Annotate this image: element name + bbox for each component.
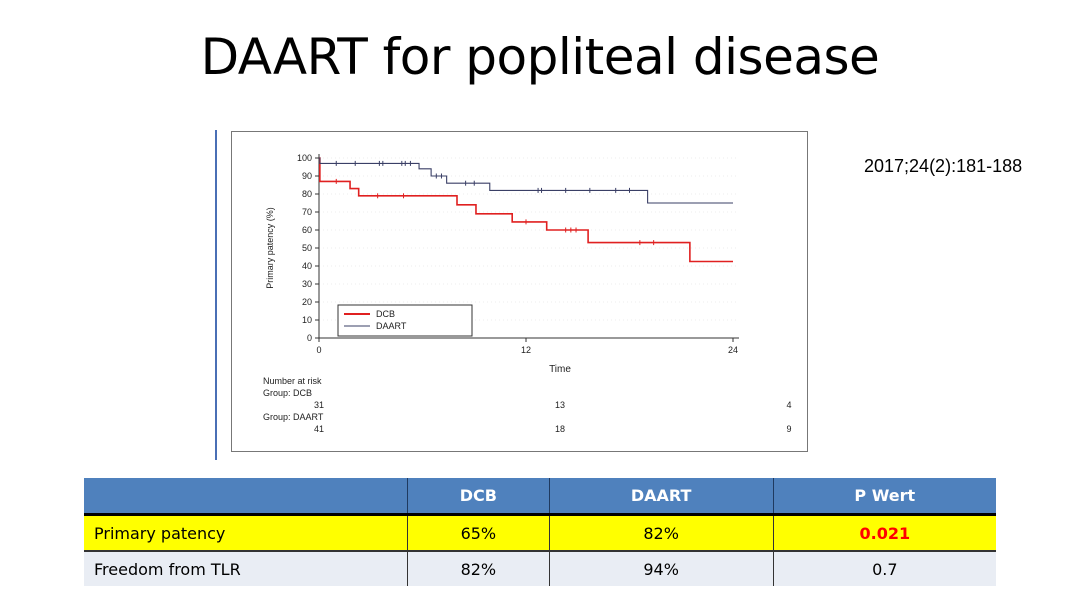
y-tick-label: 30 — [302, 279, 312, 289]
legend-box — [337, 304, 473, 337]
cell-p-value: 0.021 — [772, 514, 996, 552]
x-tick-label: 12 — [521, 345, 531, 355]
risk-group-daart: Group: DAART — [263, 412, 324, 422]
citation: 2017;24(2):181-188 — [864, 156, 1023, 176]
y-tick-label: 0 — [307, 333, 312, 343]
risk-daart-0: 41 — [314, 424, 324, 434]
y-tick-label: 20 — [302, 297, 312, 307]
chart-legend: DCB DAART — [337, 304, 473, 337]
cell-dcb: 65% — [407, 514, 550, 552]
cell-daart: 94% — [548, 551, 774, 586]
risk-table: Number at risk Group: DCB 31 13 4 Group:… — [263, 376, 792, 434]
header-dcb: DCB — [407, 478, 550, 516]
risk-daart-24: 9 — [786, 424, 791, 434]
risk-group-dcb: Group: DCB — [263, 388, 312, 398]
cell-daart: 82% — [548, 514, 774, 552]
risk-daart-12: 18 — [555, 424, 565, 434]
divider-line — [215, 130, 217, 460]
x-tick-label: 0 — [316, 345, 321, 355]
risk-dcb-0: 31 — [314, 400, 324, 410]
y-tick-label: 60 — [302, 225, 312, 235]
slide-title: DAART for popliteal disease — [200, 28, 880, 86]
km-chart-svg: 0 10 20 30 40 50 60 70 80 90 100 0 12 24 DCB DAART Ti… — [263, 153, 792, 434]
legend-label-dcb: DCB — [376, 309, 395, 319]
risk-dcb-12: 13 — [555, 400, 565, 410]
series-line-dcb — [319, 157, 733, 263]
cell-dcb: 82% — [407, 551, 550, 586]
table-row: Primary patency 65% 82% 0.021 — [84, 514, 996, 552]
km-chart: 0 10 20 30 40 50 60 70 80 90 100 0 12 24 DCB DAART Ti… — [231, 131, 808, 452]
legend-label-daart: DAART — [376, 321, 407, 331]
header-empty — [84, 478, 408, 516]
y-axis-label: Primary patency (%) — [265, 207, 275, 289]
y-tick-label: 40 — [302, 261, 312, 271]
y-tick-label: 80 — [302, 189, 312, 199]
header-p-value: P Wert — [772, 478, 996, 516]
cell-p-value: 0.7 — [772, 551, 996, 586]
results-table: DCB DAART P Wert Primary patency 65% 82%… — [84, 478, 996, 586]
table-header-row: DCB DAART P Wert — [84, 478, 996, 516]
row-label: Freedom from TLR — [84, 551, 408, 586]
risk-dcb-24: 4 — [786, 400, 791, 410]
x-axis-label: Time — [549, 364, 571, 375]
y-tick-label: 90 — [302, 171, 312, 181]
risk-heading: Number at risk — [263, 376, 322, 386]
y-tick-label: 50 — [302, 243, 312, 253]
y-tick-label: 70 — [302, 207, 312, 217]
table-row: Freedom from TLR 82% 94% 0.7 — [84, 551, 996, 586]
header-daart: DAART — [548, 478, 774, 516]
x-tick-label: 24 — [728, 345, 738, 355]
y-tick-label: 100 — [297, 153, 312, 163]
row-label: Primary patency — [84, 514, 408, 552]
y-tick-label: 10 — [302, 315, 312, 325]
